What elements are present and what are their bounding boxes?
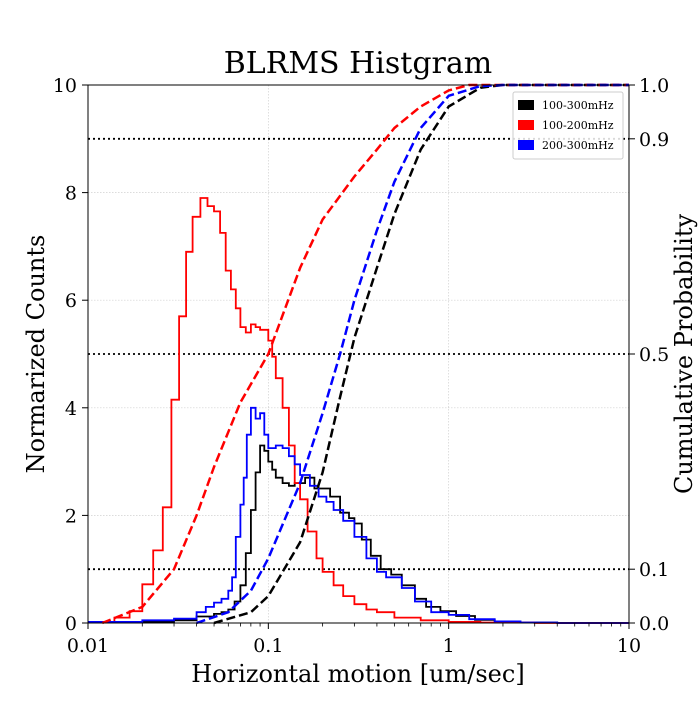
legend: 100-300mHz 100-200mHz 200-300mHz bbox=[512, 91, 624, 160]
x-tick-label: 10 bbox=[617, 635, 641, 657]
y-tick-label: 4 bbox=[65, 398, 77, 420]
legend-box bbox=[512, 91, 624, 160]
legend-swatch bbox=[518, 120, 534, 130]
y-tick-label: 8 bbox=[65, 183, 77, 205]
y2-tick-label: 0.9 bbox=[639, 129, 669, 151]
cumulative-100-300mHz bbox=[213, 83, 629, 625]
y2-tick-label: 0.0 bbox=[639, 613, 669, 635]
histogram-100-300mHz bbox=[88, 444, 629, 624]
legend-label: 200-300mHz bbox=[542, 139, 614, 152]
legend-label: 100-300mHz bbox=[542, 99, 614, 112]
histogram-100-200mHz bbox=[88, 197, 629, 624]
histogram-series bbox=[88, 197, 629, 624]
cumulative-series bbox=[101, 83, 629, 625]
y2-tick-label: 1.0 bbox=[639, 75, 669, 97]
histogram-200-300mHz bbox=[88, 406, 629, 624]
x-tick-label: 0.01 bbox=[67, 635, 109, 657]
y-axis-label: Normarized Counts bbox=[22, 235, 50, 474]
x-tick-label: 1 bbox=[443, 635, 455, 657]
chart-title: BLRMS Histgram bbox=[224, 46, 492, 81]
y-tick-label: 0 bbox=[65, 613, 77, 635]
legend-swatch bbox=[518, 140, 534, 150]
x-axis-label: Horizontal motion [um/sec] bbox=[191, 660, 524, 688]
legend-swatch bbox=[518, 100, 534, 110]
reference-lines bbox=[88, 137, 629, 571]
y-tick-label: 10 bbox=[53, 75, 77, 97]
cumulative-100-200mHz bbox=[101, 83, 629, 625]
y2-tick-label: 0.1 bbox=[639, 559, 669, 581]
x-tick-label: 0.1 bbox=[253, 635, 283, 657]
grid-layer bbox=[88, 85, 629, 623]
y2-tick-label: 0.5 bbox=[639, 344, 669, 366]
y2-axis-label: Cumulative Probability bbox=[670, 214, 698, 495]
y-tick-label: 6 bbox=[65, 290, 77, 312]
y-tick-label: 2 bbox=[65, 505, 77, 527]
legend-label: 100-200mHz bbox=[542, 119, 614, 132]
